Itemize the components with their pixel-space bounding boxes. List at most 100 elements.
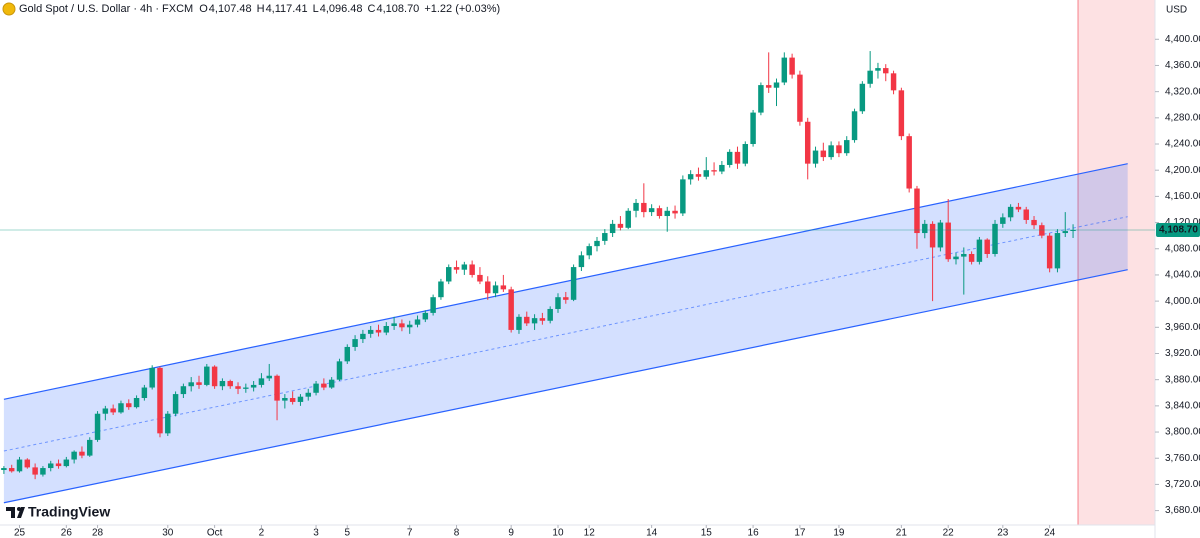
candle-body	[1031, 219, 1037, 226]
y-tick-label: 4,040.00	[1165, 270, 1200, 281]
candle-body	[149, 367, 155, 388]
ohlc-value: 4,107.48	[209, 3, 252, 15]
candle-body	[836, 145, 842, 154]
y-tick-label: 3,960.00	[1165, 322, 1200, 333]
candle-body	[63, 459, 70, 467]
candle-body	[734, 151, 741, 164]
candle-body	[157, 367, 163, 434]
candle-body	[40, 468, 46, 475]
candle-body	[711, 170, 717, 172]
y-tick-label: 3,800.00	[1165, 427, 1200, 438]
candle-body	[211, 366, 218, 387]
candle-body	[586, 246, 592, 256]
candle-body	[953, 256, 959, 260]
ohlc-change: +1.22 (+0.03%)	[424, 3, 500, 15]
logo-text: TradingView	[28, 504, 110, 520]
symbol-title: Gold Spot / U.S. Dollar · 4h · FXCM	[19, 3, 193, 15]
candle-body	[531, 318, 538, 324]
candle-body	[687, 174, 694, 180]
symbol-icon	[2, 2, 16, 16]
candle-body	[648, 208, 655, 213]
candle-body	[406, 324, 413, 328]
candle-body	[672, 210, 678, 214]
candle-body	[1046, 235, 1053, 269]
candle-body	[94, 413, 101, 440]
candle-body	[617, 223, 624, 228]
candle-body	[929, 223, 936, 248]
candle-body	[118, 403, 124, 413]
y-tick-label: 3,760.00	[1165, 453, 1200, 464]
last-price-tag	[1156, 222, 1200, 237]
candle-body	[867, 70, 873, 84]
y-tick-label: 3,920.00	[1165, 348, 1200, 359]
candle-body	[196, 382, 202, 385]
header: Gold Spot / U.S. Dollar · 4h · FXCM O 4,1…	[2, 2, 500, 16]
x-tick-label: 25	[14, 528, 26, 538]
candle-body	[1007, 206, 1014, 218]
candle-body	[8, 468, 15, 472]
channel-midline	[3, 216, 1128, 452]
x-tick-label: 2	[259, 528, 265, 538]
x-tick-label: 15	[701, 528, 713, 538]
ohlc-value: 4,108.70	[376, 3, 419, 15]
candle-body	[446, 267, 452, 282]
ohlc-key: O	[199, 3, 208, 15]
candle-body	[336, 361, 343, 380]
candle-body	[890, 73, 897, 91]
candle-body	[289, 398, 296, 402]
candle-body	[539, 318, 546, 321]
x-tick-label: 23	[997, 528, 1009, 538]
candle-body	[914, 188, 920, 234]
x-tick-label: 17	[794, 528, 806, 538]
candle-body	[126, 403, 132, 408]
candle-body	[204, 366, 210, 385]
candle-body	[500, 285, 507, 290]
candle-body	[235, 386, 241, 389]
candle-body	[227, 380, 233, 387]
channel-lower	[3, 269, 1128, 504]
y-tick-label: 3,840.00	[1165, 401, 1200, 412]
candle-body	[188, 382, 194, 387]
candle-body	[328, 379, 335, 388]
y-tick-label: 3,720.00	[1165, 479, 1200, 490]
candle-body	[55, 463, 62, 467]
candle-body	[633, 202, 639, 211]
candle-body	[563, 297, 569, 300]
x-tick-label: 5	[344, 528, 350, 538]
candle-body	[180, 386, 187, 395]
candle-body	[726, 151, 733, 165]
x-tick-label: 21	[896, 528, 908, 538]
candle-body	[24, 459, 31, 468]
candle-body	[516, 316, 522, 330]
candle-body	[453, 267, 460, 270]
y-tick-label: 4,240.00	[1165, 139, 1200, 150]
candle-body	[992, 223, 998, 254]
candle-body	[984, 239, 990, 254]
candle-body	[102, 408, 109, 414]
candle-body	[469, 264, 475, 275]
candle-body	[773, 82, 780, 88]
x-tick-label: 12	[584, 528, 596, 538]
candle-body	[898, 90, 905, 137]
candle-body	[656, 208, 663, 217]
y-tick-label: 4,400.00	[1165, 34, 1200, 45]
y-tick-label: 4,200.00	[1165, 165, 1200, 176]
candle-body	[609, 223, 616, 234]
y-tick-label: 4,320.00	[1165, 86, 1200, 97]
x-tick-label: 7	[407, 528, 413, 538]
candle-body	[399, 323, 405, 328]
y-tick-label: 4,360.00	[1165, 60, 1200, 71]
candle-body	[250, 384, 257, 388]
candle-body	[937, 222, 944, 248]
candle-body	[851, 111, 858, 141]
x-tick-label: 24	[1044, 528, 1056, 538]
ohlc-key: H	[257, 3, 265, 15]
candle-body	[922, 223, 928, 234]
candle-body	[742, 144, 749, 164]
candle-body	[438, 281, 444, 298]
x-tick-label: 14	[646, 528, 658, 538]
candle-body	[1062, 231, 1068, 234]
candle-body	[422, 312, 429, 320]
candle-body	[172, 394, 179, 414]
